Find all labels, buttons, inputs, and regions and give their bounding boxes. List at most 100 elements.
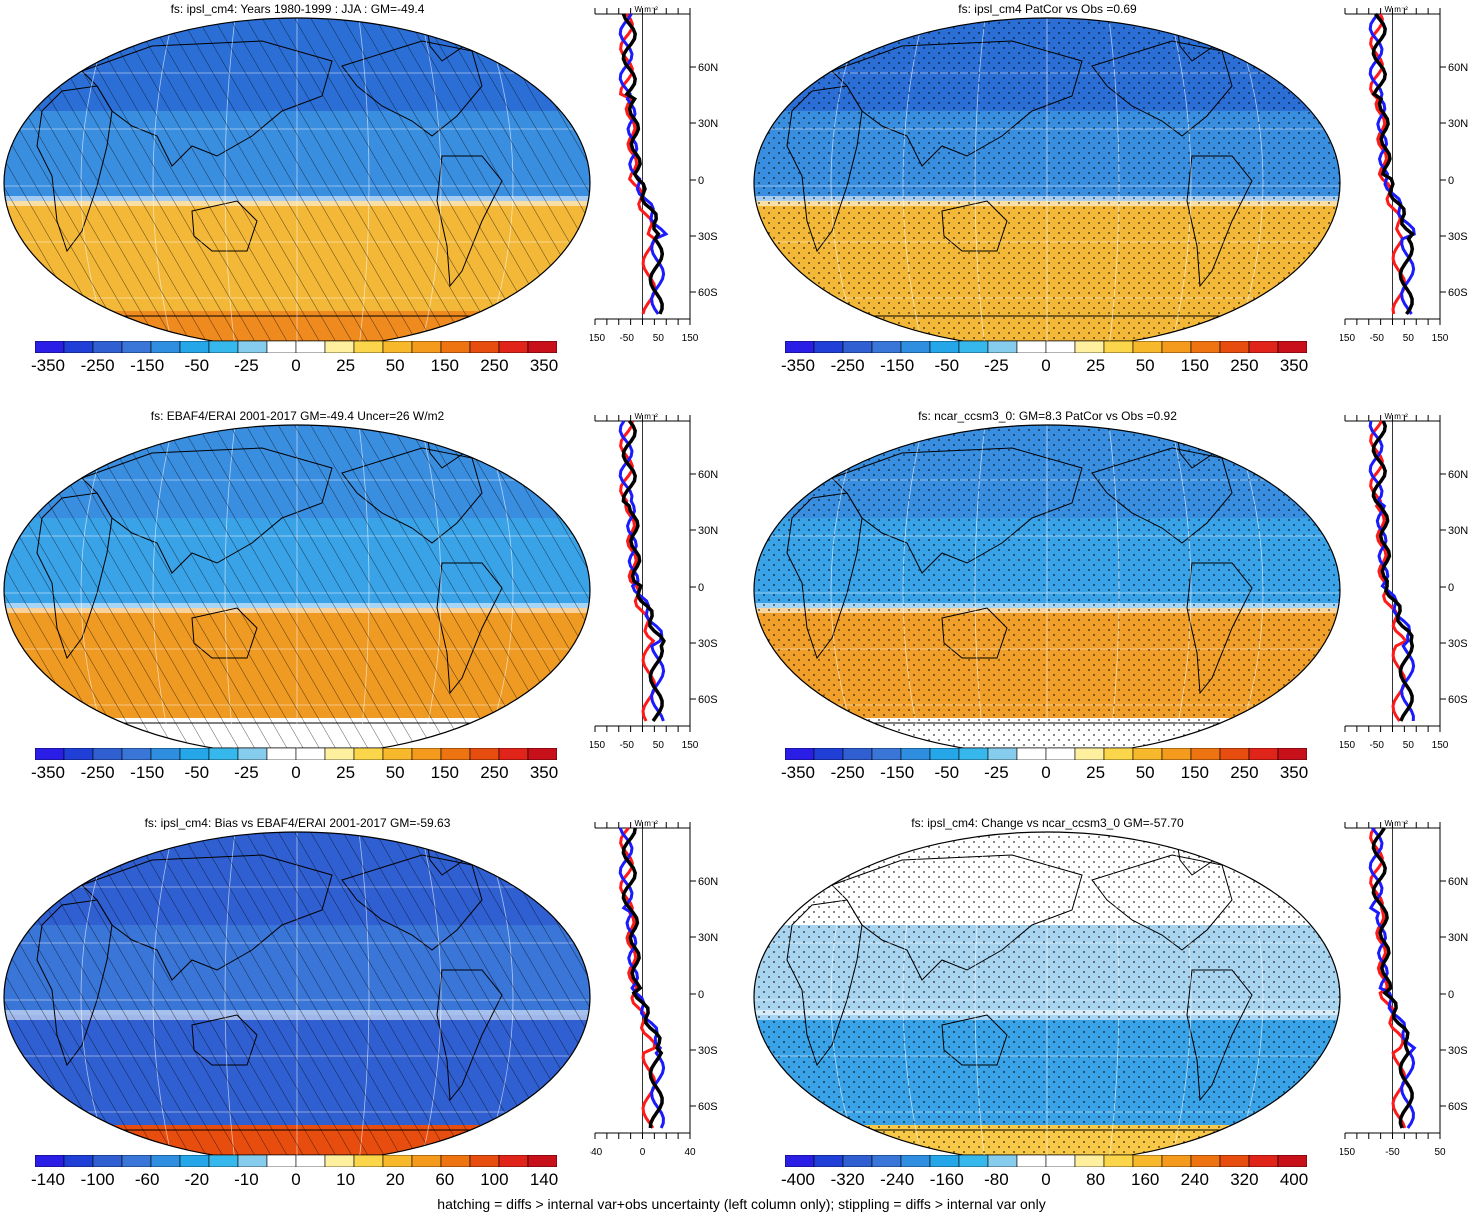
latitude-label: 0	[698, 582, 704, 594]
colorbar-swatch	[324, 1154, 355, 1168]
colorbar-swatch	[784, 1154, 815, 1168]
colorbar-tick-label: 50	[385, 356, 405, 375]
colorbar-swatch	[1074, 340, 1105, 354]
colorbar-swatch	[1219, 1154, 1250, 1168]
zonal-tick-label: -150	[590, 740, 605, 751]
colorbar-swatch	[1103, 747, 1134, 761]
zonal-tick-label: -50	[1369, 740, 1384, 751]
colorbar-tick-label: -400	[780, 1170, 816, 1189]
colorbar-swatch	[1016, 1154, 1047, 1168]
colorbar-swatch	[440, 747, 471, 761]
colorbar-swatch	[324, 340, 355, 354]
colorbar-swatch	[34, 340, 65, 354]
colorbar-tick-label: -140	[30, 1170, 66, 1189]
colorbar-tick-label: -50	[934, 356, 960, 375]
colorbar-swatch	[63, 1154, 94, 1168]
map-panel: fs: ipsl_cm4: Change vs ncar_ccsm3_0 GM=…	[750, 814, 1483, 1214]
blue-series-line	[618, 420, 666, 722]
latitude-label: 60N	[698, 469, 718, 481]
colorbar-tick-label: -350	[780, 356, 816, 375]
colorbar-labels: -350 -250 -150 -50 -25 0 25 50 150 250 350	[31, 763, 559, 785]
colorbar-swatch	[121, 1154, 152, 1168]
colorbar-tick-label: -240	[880, 1170, 915, 1189]
colorbar-tick-label: -20	[184, 1170, 210, 1189]
zonal-tick-label: -50	[1385, 1147, 1400, 1158]
latitude-label: 30S	[698, 638, 718, 650]
latitude-label: 30N	[1448, 525, 1468, 537]
latitude-label: 60N	[698, 876, 718, 888]
colorbar-tick-label: 250	[480, 763, 509, 782]
colorbar-swatch	[929, 747, 960, 761]
blue-series-line	[618, 827, 666, 1129]
colorbar-swatch	[958, 747, 989, 761]
colorbar-tick-label: 50	[1135, 356, 1155, 375]
zonal-mean-plot: W m⁻² 60N 30N 0 30S 60S -150 -50 50 150	[1335, 5, 1468, 344]
colorbar-swatch	[92, 340, 123, 354]
colorbar-tick-label: 0	[1041, 356, 1051, 375]
colorbar-tick-label: -150	[880, 763, 915, 782]
panel-title: fs: ipsl_cm4 PatCor vs Obs =0.69	[958, 2, 1137, 16]
colorbar-tick-label: -25	[234, 763, 259, 782]
colorbar-tick-label: 10	[336, 1170, 356, 1189]
colorbar-swatch	[871, 1154, 902, 1168]
colorbar-swatch	[871, 340, 902, 354]
colorbar-swatch	[411, 340, 442, 354]
latitude-label: 0	[1448, 582, 1454, 594]
colorbar-tick-label: 150	[1180, 356, 1209, 375]
black-series-line	[621, 827, 664, 1129]
zonal-tick-label: -150	[1340, 1147, 1355, 1158]
zonal-tick-label: -50	[1369, 333, 1384, 344]
colorbar-swatch	[1248, 340, 1279, 354]
colorbar-tick-label: -150	[880, 356, 915, 375]
latitude-label: 60S	[1448, 694, 1468, 706]
blue-series-line	[1368, 13, 1416, 315]
colorbar-tick-label: -10	[234, 1170, 259, 1189]
stippling-overlay	[754, 18, 1340, 348]
robinson-map	[753, 17, 1341, 349]
colorbar-swatch	[440, 1154, 471, 1168]
zonal-tick-label: 50	[1434, 1147, 1446, 1158]
robinson-map	[3, 424, 591, 756]
colorbar-tick-label: -320	[830, 1170, 865, 1189]
colorbar-swatch	[842, 1154, 873, 1168]
map-panel: fs: ipsl_cm4: Bias vs EBAF4/ERAI 2001-20…	[0, 814, 740, 1214]
zonal-tick-label: 50	[1403, 333, 1415, 344]
colorbar-swatch	[1016, 340, 1047, 354]
panel-title: fs: EBAF4/ERAI 2001-2017 GM=-49.4 Uncer=…	[150, 409, 445, 423]
colorbar-swatch	[842, 340, 873, 354]
colorbar-tick-label: -350	[780, 763, 816, 782]
colorbar-swatch	[784, 747, 815, 761]
colorbar-swatch	[1103, 1154, 1134, 1168]
colorbar-swatch	[1132, 340, 1163, 354]
robinson-map	[3, 17, 591, 349]
colorbar-tick-label: 350	[529, 763, 559, 782]
colorbar-tick-label: -25	[234, 356, 259, 375]
colorbar-swatch	[324, 747, 355, 761]
colorbar-swatch	[121, 340, 152, 354]
colorbar-swatch	[208, 1154, 239, 1168]
colorbar-swatch	[63, 747, 94, 761]
colorbar-swatch	[498, 340, 529, 354]
zonal-mean-plot: W m⁻² 60N 30N 0 30S 60S -150 -50 50 150	[1335, 412, 1468, 751]
colorbar-swatch	[813, 340, 844, 354]
zonal-tick-label: 150	[1432, 333, 1449, 344]
colorbar-swatch	[150, 747, 181, 761]
stippling-overlay	[754, 425, 1340, 755]
robinson-map	[753, 424, 1341, 756]
zonal-unit-label: W m⁻²	[635, 6, 659, 14]
latitude-label: 60N	[1448, 469, 1468, 481]
colorbar-swatch	[34, 1154, 65, 1168]
latitude-label: 60S	[1448, 287, 1468, 299]
colorbar-swatch	[208, 747, 239, 761]
colorbar-swatch	[266, 1154, 297, 1168]
latitude-label: 30S	[698, 231, 718, 243]
colorbar-swatch	[1190, 340, 1221, 354]
black-series-line	[1371, 420, 1415, 722]
colorbar-swatch	[900, 1154, 931, 1168]
latitude-label: 30N	[698, 118, 718, 130]
zonal-unit-label: W m⁻²	[1385, 6, 1409, 14]
blue-series-line	[1368, 420, 1416, 722]
colorbar-swatch	[498, 1154, 529, 1168]
colorbar-tick-label: -150	[130, 356, 165, 375]
latitude-label: 30N	[698, 525, 718, 537]
